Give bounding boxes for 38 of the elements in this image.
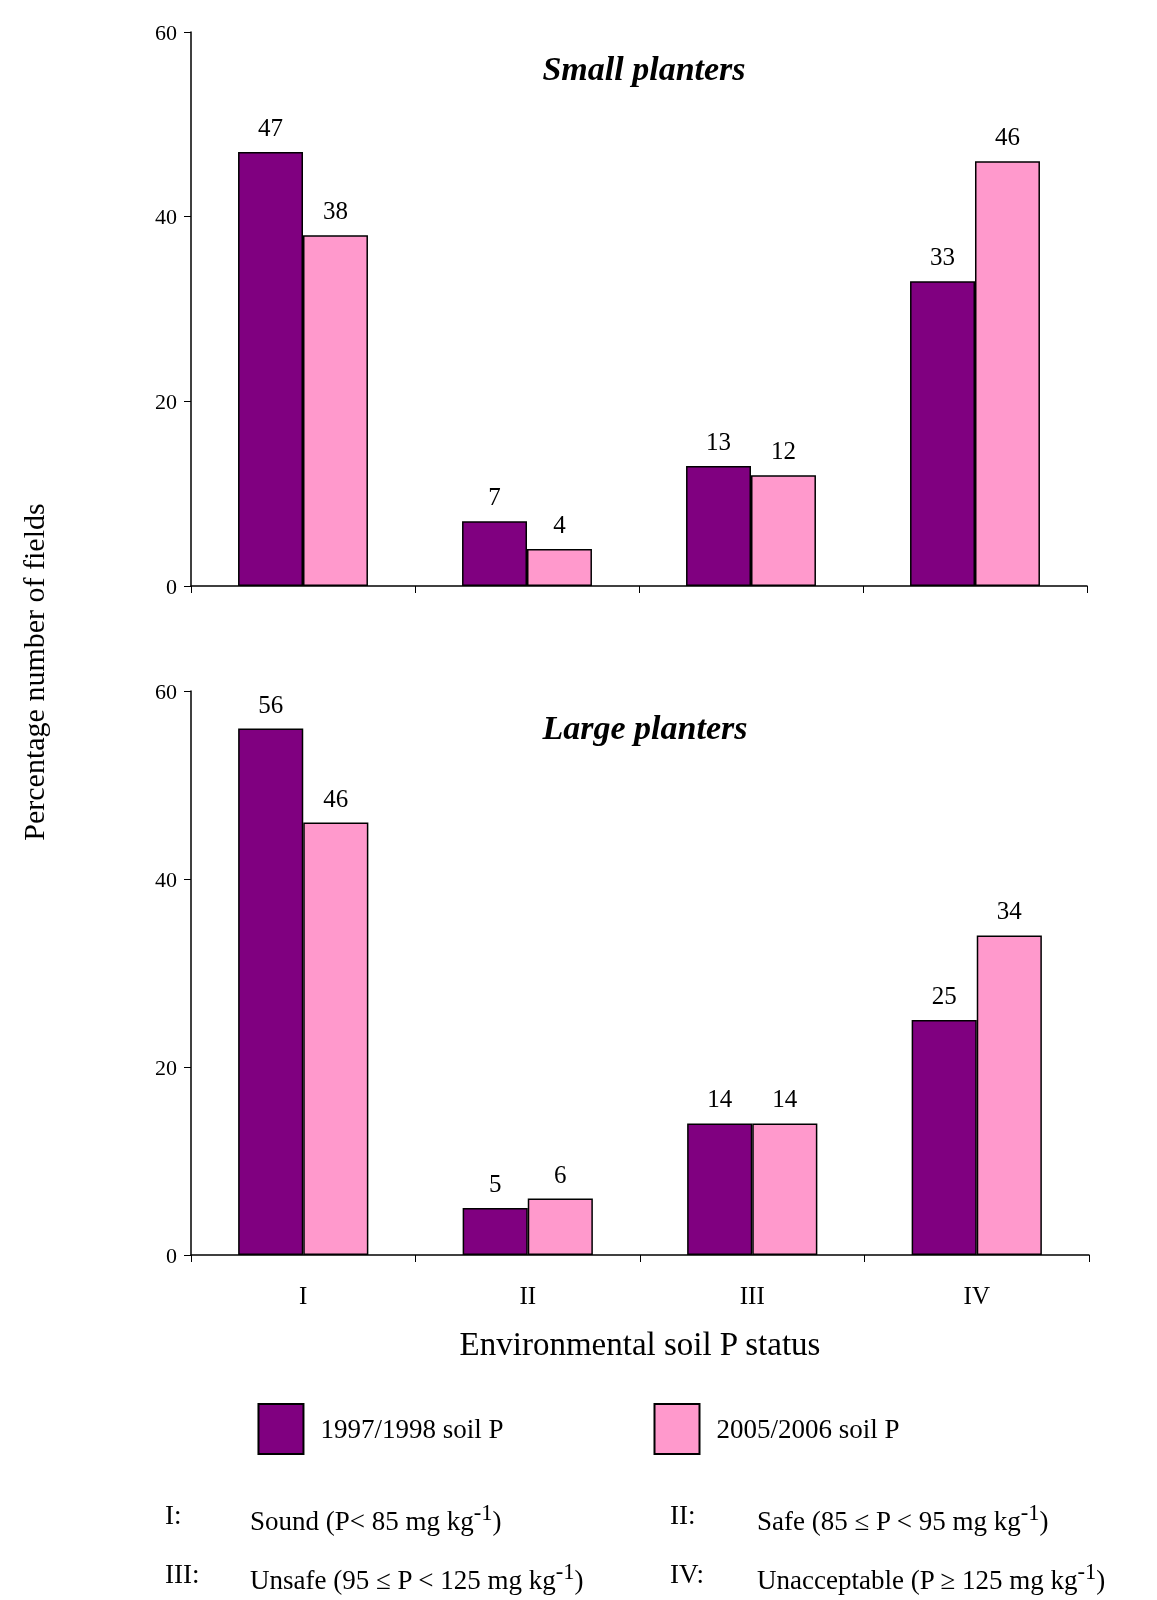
data-label: 4 [553, 511, 567, 539]
text: II: Safe (85 ≤ P < 95 mg kg$^{-1}$) [670, 1500, 1049, 1536]
data-label: 46 [323, 784, 349, 812]
y-axis-title: Percentage number of fields [17, 503, 51, 841]
data-label: 7 [488, 483, 501, 511]
data-label: 38 [322, 197, 348, 225]
y-tick-label: 0 [166, 1242, 177, 1268]
data-label: 25 [931, 982, 957, 1009]
y-tick-label: 0 [166, 573, 177, 599]
data-label: 56 [258, 690, 284, 718]
text: Large planters [541, 708, 748, 746]
y-tick-label: 40 [155, 204, 177, 230]
text: III: Unsafe (95 ≤ P < 125 mg kg$^{-1}$) [165, 1559, 584, 1595]
text: I: Sound (P< 85 mg kg$^{-1}$) [165, 1500, 502, 1536]
data-label: 46 [994, 123, 1020, 151]
y-tick-label: 60 [155, 678, 177, 704]
legend-label: 2005/2006 soil P [716, 1414, 900, 1444]
data-label: 5 [488, 1170, 502, 1197]
y-tick-label: 20 [155, 1054, 177, 1080]
data-label: 34 [996, 897, 1023, 925]
data-label: 14 [772, 1085, 798, 1113]
data-label: 47 [258, 114, 284, 142]
data-label: 33 [930, 243, 956, 271]
data-label: 13 [706, 427, 732, 455]
y-tick-label: 40 [155, 866, 177, 892]
x-axis-title: Environmental soil P status [459, 1325, 821, 1362]
x-tick-label: IV [963, 1282, 990, 1309]
y-tick-label: 20 [155, 388, 177, 414]
x-tick-label: III [739, 1282, 765, 1309]
data-label: 6 [554, 1160, 567, 1188]
x-tick-label: II [519, 1282, 537, 1309]
text: IV: Unacceptable (P ≥ 125 mg kg$^{-1}$) [670, 1559, 1106, 1595]
data-label: 12 [770, 437, 796, 465]
x-tick-label: I [299, 1282, 308, 1309]
legend-label: 1997/1998 soil P [320, 1414, 504, 1444]
text: Small planters [542, 49, 746, 87]
data-label: 14 [707, 1085, 733, 1113]
y-tick-label: 60 [155, 19, 177, 45]
